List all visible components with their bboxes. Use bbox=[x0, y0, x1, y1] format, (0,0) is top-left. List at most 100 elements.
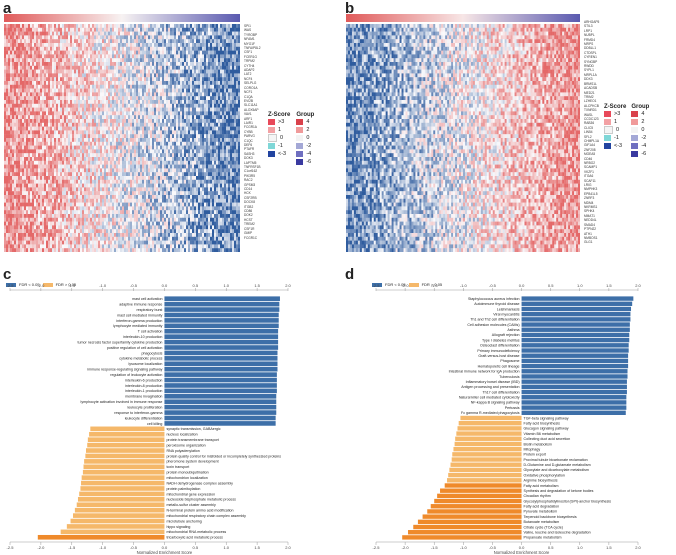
heatmap-cell bbox=[190, 88, 193, 93]
heatmap-cell bbox=[68, 58, 71, 63]
heatmap-cell bbox=[118, 176, 121, 180]
heatmap-cell bbox=[170, 39, 173, 44]
heatmap-cell bbox=[198, 119, 201, 123]
heatmap-cell bbox=[156, 96, 159, 101]
heatmap-cell bbox=[204, 160, 207, 165]
heatmap-cell bbox=[74, 77, 77, 82]
heatmap-cell bbox=[126, 138, 129, 142]
heatmap-cell bbox=[12, 100, 15, 104]
heatmap-cell bbox=[142, 130, 145, 135]
heatmap-cell bbox=[134, 92, 137, 97]
heatmap-cell bbox=[98, 62, 101, 66]
heatmap-cell bbox=[134, 46, 137, 51]
heatmap-cell bbox=[160, 39, 163, 44]
heatmap-cell bbox=[186, 50, 189, 55]
heatmap-cell bbox=[40, 31, 43, 36]
heatmap-cell bbox=[150, 92, 153, 97]
heatmap-cell bbox=[178, 100, 181, 104]
heatmap-cell bbox=[60, 65, 63, 70]
heatmap-cell bbox=[92, 160, 95, 165]
heatmap-cell bbox=[106, 54, 109, 59]
heatmap-cell bbox=[126, 27, 129, 32]
heatmap-cell bbox=[62, 43, 65, 47]
heatmap-cell bbox=[44, 77, 47, 82]
heatmap-cell bbox=[152, 145, 155, 150]
heatmap-cell bbox=[20, 31, 23, 36]
heatmap-cell bbox=[166, 50, 169, 55]
heatmap-cell bbox=[162, 39, 165, 44]
heatmap-cell bbox=[170, 54, 173, 59]
heatmap-cell bbox=[16, 24, 19, 28]
heatmap-cell bbox=[104, 77, 107, 82]
heatmap-cell bbox=[108, 54, 111, 59]
heatmap-cell bbox=[84, 172, 87, 177]
heatmap-cell bbox=[52, 58, 55, 63]
heatmap-cell bbox=[112, 115, 115, 120]
heatmap-cell bbox=[6, 130, 9, 135]
heatmap-cell bbox=[224, 157, 227, 161]
heatmap-cell bbox=[160, 24, 163, 28]
heatmap-cell bbox=[172, 77, 175, 82]
heatmap-cell bbox=[140, 92, 143, 97]
heatmap-cell bbox=[152, 35, 155, 40]
heatmap-cell bbox=[196, 62, 199, 66]
heatmap-cell bbox=[54, 153, 57, 158]
heatmap-cell bbox=[70, 126, 73, 131]
heatmap-cell bbox=[234, 88, 237, 93]
heatmap-cell bbox=[110, 96, 113, 101]
heatmap-cell bbox=[190, 54, 193, 59]
heatmap-cell bbox=[162, 149, 165, 154]
heatmap-cell bbox=[16, 149, 19, 154]
heatmap-cell bbox=[14, 39, 17, 44]
heatmap-cell bbox=[204, 50, 207, 55]
heatmap-cell bbox=[74, 138, 77, 142]
heatmap-cell bbox=[170, 149, 173, 154]
heatmap-cell bbox=[134, 164, 137, 169]
heatmap-cell bbox=[40, 27, 43, 32]
heatmap-cell bbox=[12, 107, 15, 112]
heatmap-cell bbox=[64, 111, 67, 116]
heatmap-cell bbox=[172, 62, 175, 66]
heatmap-cell bbox=[126, 35, 129, 40]
heatmap-cell bbox=[216, 43, 219, 47]
heatmap-cell bbox=[86, 43, 89, 47]
heatmap-cell bbox=[64, 77, 67, 82]
heatmap-cell bbox=[68, 141, 71, 146]
heatmap-cell bbox=[14, 43, 17, 47]
heatmap-cell bbox=[202, 84, 205, 89]
heatmap-cell bbox=[212, 62, 215, 66]
heatmap-cell bbox=[72, 164, 75, 169]
heatmap-cell bbox=[112, 92, 115, 97]
heatmap-cell bbox=[106, 103, 109, 108]
heatmap-cell bbox=[58, 31, 61, 36]
heatmap-cell bbox=[204, 107, 207, 112]
heatmap-cell bbox=[186, 179, 189, 184]
heatmap-cell bbox=[48, 183, 51, 188]
heatmap-cell bbox=[224, 92, 227, 97]
heatmap-cell bbox=[66, 31, 69, 36]
heatmap-cell bbox=[186, 35, 189, 40]
heatmap-cell bbox=[126, 176, 129, 180]
heatmap-cell bbox=[56, 145, 59, 150]
heatmap-cell bbox=[154, 54, 157, 59]
heatmap-cell bbox=[66, 168, 69, 173]
heatmap-cell bbox=[216, 176, 219, 180]
heatmap-cell bbox=[138, 138, 141, 142]
heatmap-cell bbox=[114, 115, 117, 120]
heatmap-cell bbox=[60, 43, 63, 47]
heatmap-cell bbox=[116, 122, 119, 127]
heatmap-cell bbox=[118, 153, 121, 158]
heatmap-cell bbox=[230, 141, 233, 146]
heatmap-cell bbox=[136, 58, 139, 63]
heatmap-cell bbox=[148, 111, 151, 116]
heatmap-cell bbox=[212, 126, 215, 131]
heatmap-cell bbox=[180, 115, 183, 120]
heatmap-cell bbox=[32, 88, 35, 93]
heatmap-cell bbox=[92, 73, 95, 78]
heatmap-cell bbox=[16, 153, 19, 158]
heatmap-cell bbox=[84, 134, 87, 139]
heatmap-cell bbox=[62, 81, 65, 85]
heatmap-cell bbox=[28, 160, 31, 165]
heatmap-cell bbox=[160, 138, 163, 142]
heatmap-cell bbox=[96, 65, 99, 70]
